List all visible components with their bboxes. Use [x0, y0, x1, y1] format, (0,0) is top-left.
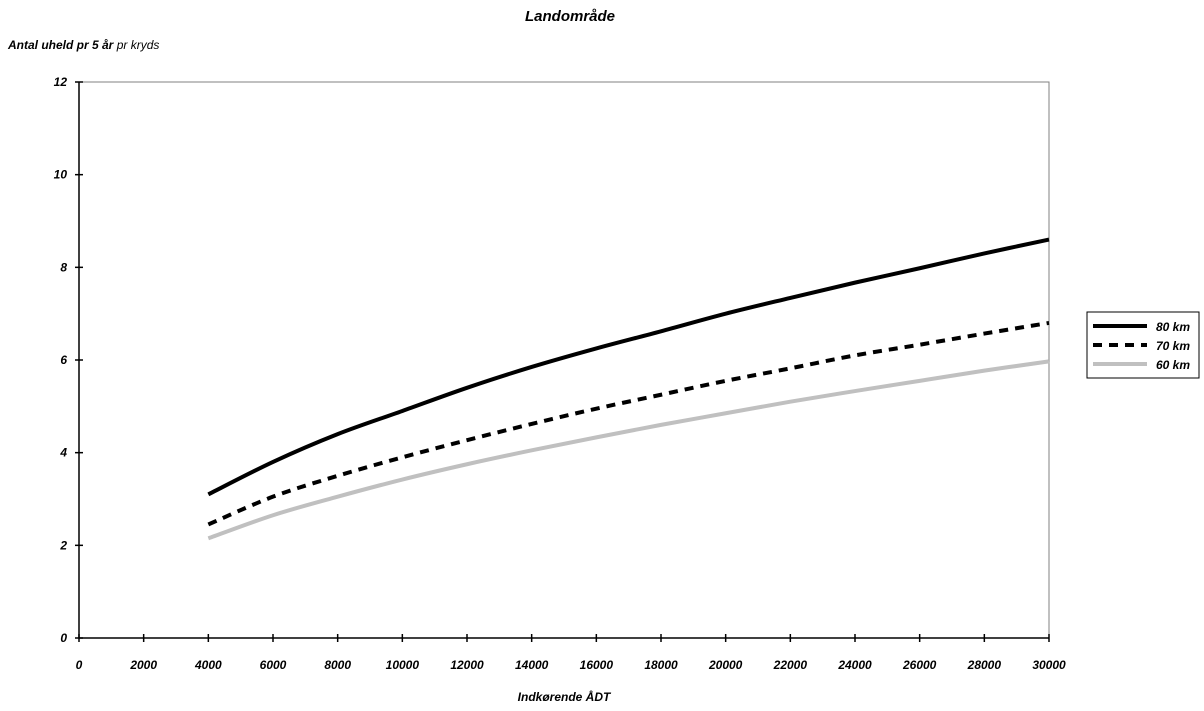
y-tick-label: 8: [60, 260, 67, 274]
x-tick-label: 12000: [450, 658, 484, 672]
x-tick-label: 8000: [324, 658, 351, 672]
x-tick-label: 18000: [644, 658, 678, 672]
legend-label: 80 km: [1156, 320, 1190, 334]
x-tick-label: 16000: [580, 658, 614, 672]
x-tick-label: 22000: [773, 658, 808, 672]
x-tick-label: 10000: [386, 658, 420, 672]
series-line-70-km: [207, 320, 1050, 527]
x-tick-label: 20000: [708, 658, 743, 672]
x-tick-label: 26000: [902, 658, 937, 672]
y-tick-label: 0: [60, 631, 67, 645]
y-tick-label: 2: [59, 538, 67, 552]
x-tick-label: 24000: [837, 658, 872, 672]
series-line-60-km: [207, 359, 1050, 541]
x-axis-label: Indkørende ÅDT: [517, 690, 611, 704]
x-tick-label: 2000: [129, 658, 157, 672]
x-tick-label: 30000: [1032, 658, 1066, 672]
y-axis-label-sub: pr kryds: [116, 38, 160, 52]
legend-label: 70 km: [1156, 339, 1190, 353]
y-tick-label: 4: [59, 446, 67, 460]
y-axis-label-main: Antal uheld pr 5 år: [8, 38, 114, 52]
y-tick-label: 6: [60, 353, 67, 367]
x-tick-label: 4000: [194, 658, 222, 672]
y-axis-label: Antal uheld pr 5 år pr kryds: [8, 38, 159, 52]
x-tick-label: 28000: [967, 658, 1002, 672]
y-tick-label: 12: [54, 75, 68, 89]
chart-title: Landområde: [524, 8, 615, 25]
plot-frame: [78, 81, 1050, 639]
y-tick-label: 10: [54, 168, 68, 182]
legend-label: 60 km: [1156, 358, 1190, 372]
x-tick-label: 0: [76, 658, 83, 672]
series-line-80-km: [207, 237, 1050, 497]
x-tick-label: 6000: [260, 658, 287, 672]
x-tick-label: 14000: [515, 658, 549, 672]
